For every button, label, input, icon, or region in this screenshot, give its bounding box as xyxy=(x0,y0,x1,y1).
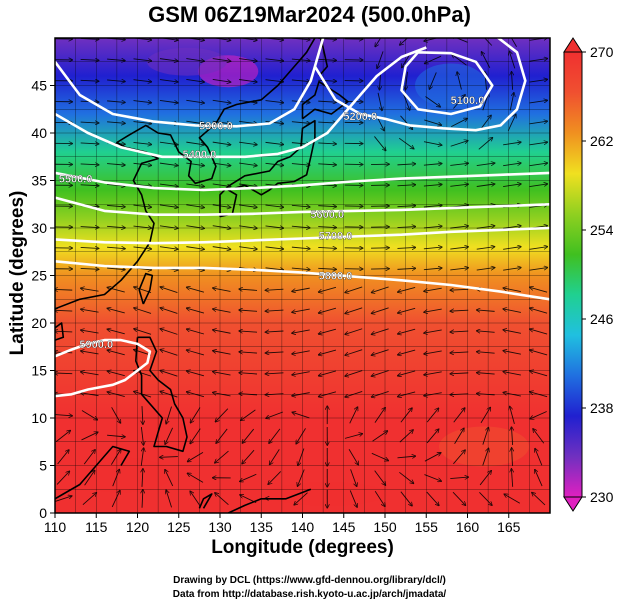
y-tick-label: 40 xyxy=(31,125,47,141)
colorbar-tick-label: 238 xyxy=(590,400,614,416)
contour-label: 5100.0 xyxy=(451,95,485,107)
colorbar-tick-label: 254 xyxy=(590,222,614,238)
x-tick-label: 140 xyxy=(291,519,315,535)
coastline xyxy=(227,488,312,513)
height-contour xyxy=(313,38,527,132)
x-tick-label: 155 xyxy=(415,519,439,535)
x-tick-label: 110 xyxy=(44,519,67,535)
y-tick-label: 30 xyxy=(31,220,47,236)
x-tick-label: 160 xyxy=(456,519,480,535)
colorbar-tick-label: 270 xyxy=(590,44,614,60)
x-tick-label: 125 xyxy=(167,519,191,535)
plot-area: 5300.0 5400.0 5200.0 5100.0 5500.0 5600.0 5700… xyxy=(54,37,551,514)
colorbar-ticks: 230 238 246 254 262 270 xyxy=(582,44,614,505)
height-contours: 5300.0 5400.0 5200.0 5100.0 5500.0 5600.0 5700… xyxy=(55,38,550,398)
grid-lines xyxy=(55,38,550,513)
contour-label: 5800.0 xyxy=(319,271,353,283)
colorbar-top-arrow xyxy=(563,37,583,53)
coastline xyxy=(55,38,316,310)
y-tick-label: 25 xyxy=(31,268,47,284)
x-tick-label: 120 xyxy=(126,519,150,535)
y-axis-ticks: 0 5 10 15 20 25 30 35 40 45 xyxy=(31,78,55,521)
height-contour xyxy=(55,38,325,128)
y-tick-label: 20 xyxy=(31,315,47,331)
height-contour xyxy=(55,338,152,398)
contour-label: 5200.0 xyxy=(343,111,377,123)
coastline xyxy=(55,322,65,341)
colorbar-tick-label: 246 xyxy=(590,311,614,327)
page-title: GSM 06Z19Mar2024 (500.0hPa) xyxy=(148,2,471,27)
credit-drawing: Drawing by DCL (https://www.gfd-dennou.o… xyxy=(173,575,446,586)
x-tick-label: 130 xyxy=(208,519,232,535)
y-tick-label: 45 xyxy=(31,78,47,94)
height-contour xyxy=(400,51,494,116)
wind-streamlines xyxy=(55,38,547,508)
x-axis-ticks: 110 115 120 125 130 135 140 145 150 155 160 165 xyxy=(44,513,521,535)
colorbar-body xyxy=(563,51,583,498)
coastline xyxy=(55,445,131,500)
y-tick-label: 35 xyxy=(31,173,47,189)
contour-label: 5500.0 xyxy=(59,174,93,186)
coastlines xyxy=(55,38,349,513)
contour-label: 5700.0 xyxy=(319,231,353,243)
height-contour xyxy=(55,260,550,301)
coastline xyxy=(301,80,349,120)
y-tick-label: 0 xyxy=(39,505,47,521)
contour-label: 5400.0 xyxy=(183,149,217,161)
y-axis-label: Latitude (degrees) xyxy=(7,190,28,356)
x-tick-label: 135 xyxy=(250,519,274,535)
x-tick-label: 150 xyxy=(373,519,397,535)
y-tick-label: 10 xyxy=(31,410,47,426)
colorbar: 230 238 246 254 262 270 xyxy=(563,37,614,512)
height-contour xyxy=(55,46,427,159)
colorbar-tick-label: 230 xyxy=(590,489,614,505)
x-tick-label: 115 xyxy=(85,519,108,535)
height-contour xyxy=(55,226,550,245)
contour-label: 5600.0 xyxy=(310,209,344,221)
coastline xyxy=(138,272,154,305)
contour-label: 5900.0 xyxy=(79,339,113,351)
height-contour xyxy=(55,196,550,216)
coastline xyxy=(198,493,213,509)
colorbar-bottom-arrow xyxy=(563,496,583,512)
contour-label: 5300.0 xyxy=(199,120,233,132)
x-tick-label: 165 xyxy=(497,519,521,535)
credit-data: Data from http://database.rish.kyoto-u.a… xyxy=(172,589,447,600)
x-tick-label: 145 xyxy=(332,519,356,535)
colorbar-tick-label: 262 xyxy=(590,133,614,149)
y-tick-label: 15 xyxy=(31,363,47,379)
x-axis-label: Longitude (degrees) xyxy=(211,537,394,558)
field-patch xyxy=(439,426,529,467)
y-tick-label: 5 xyxy=(39,458,47,474)
height-contour xyxy=(55,171,550,192)
coastline xyxy=(135,336,188,453)
